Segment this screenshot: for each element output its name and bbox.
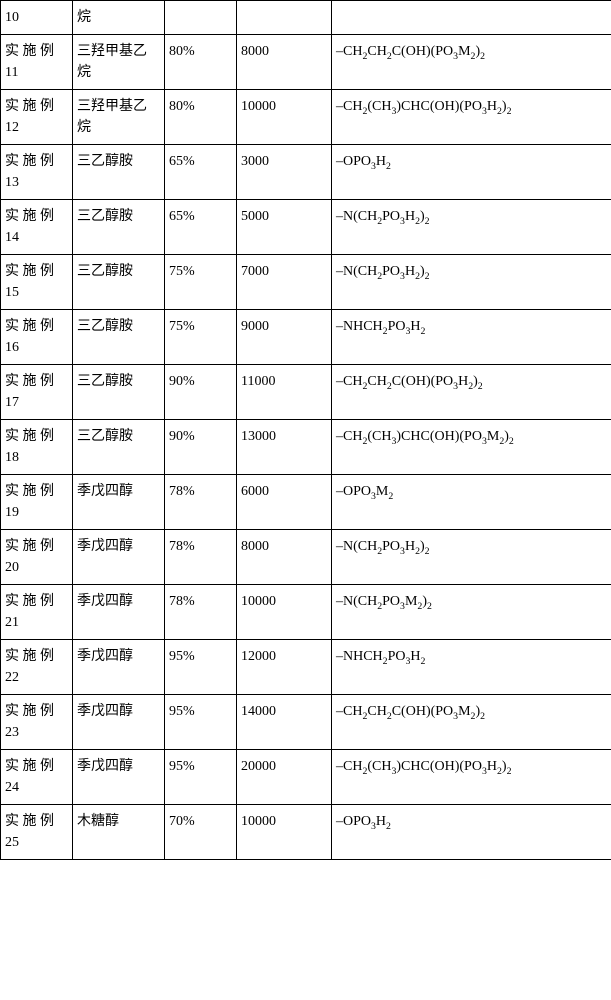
cell-formula: –NHCH2PO3H2 bbox=[332, 640, 611, 695]
cell-value: 10000 bbox=[237, 585, 332, 640]
cell-percentage: 75% bbox=[165, 255, 237, 310]
cell-percentage: 78% bbox=[165, 530, 237, 585]
table-row: 实 施 例20季戊四醇78%8000–N(CH2PO3H2)2 bbox=[1, 530, 611, 585]
data-table: 10烷实 施 例11三羟甲基乙烷80%8000–CH2CH2C(OH)(PO3M… bbox=[0, 0, 611, 860]
cell-example-id: 实 施 例21 bbox=[1, 585, 73, 640]
cell-formula: –N(CH2PO3H2)2 bbox=[332, 530, 611, 585]
table-row: 实 施 例24季戊四醇95%20000–CH2(CH3)CHC(OH)(PO3H… bbox=[1, 750, 611, 805]
cell-formula: –NHCH2PO3H2 bbox=[332, 310, 611, 365]
cell-compound: 三乙醇胺 bbox=[73, 200, 165, 255]
table-row: 实 施 例22季戊四醇95%12000–NHCH2PO3H2 bbox=[1, 640, 611, 695]
cell-percentage: 95% bbox=[165, 640, 237, 695]
table-row: 实 施 例21季戊四醇78%10000–N(CH2PO3M2)2 bbox=[1, 585, 611, 640]
cell-compound: 季戊四醇 bbox=[73, 750, 165, 805]
cell-value: 6000 bbox=[237, 475, 332, 530]
table-row: 实 施 例17三乙醇胺90%11000–CH2CH2C(OH)(PO3H2)2 bbox=[1, 365, 611, 420]
cell-percentage: 65% bbox=[165, 200, 237, 255]
cell-percentage: 70% bbox=[165, 805, 237, 860]
cell-formula: –OPO3H2 bbox=[332, 145, 611, 200]
table-row: 实 施 例11三羟甲基乙烷80%8000–CH2CH2C(OH)(PO3M2)2 bbox=[1, 35, 611, 90]
cell-percentage: 65% bbox=[165, 145, 237, 200]
table-row: 10烷 bbox=[1, 1, 611, 35]
cell-compound: 季戊四醇 bbox=[73, 695, 165, 750]
table-row: 实 施 例23季戊四醇95%14000–CH2CH2C(OH)(PO3M2)2 bbox=[1, 695, 611, 750]
cell-formula: –CH2(CH3)CHC(OH)(PO3H2)2 bbox=[332, 90, 611, 145]
cell-compound: 三乙醇胺 bbox=[73, 420, 165, 475]
cell-compound: 三乙醇胺 bbox=[73, 365, 165, 420]
cell-example-id: 实 施 例24 bbox=[1, 750, 73, 805]
cell-compound: 季戊四醇 bbox=[73, 640, 165, 695]
cell-formula: –N(CH2PO3H2)2 bbox=[332, 255, 611, 310]
cell-formula: –CH2(CH3)CHC(OH)(PO3H2)2 bbox=[332, 750, 611, 805]
cell-percentage: 80% bbox=[165, 90, 237, 145]
cell-percentage: 90% bbox=[165, 365, 237, 420]
cell-percentage: 78% bbox=[165, 475, 237, 530]
cell-formula: –OPO3H2 bbox=[332, 805, 611, 860]
cell-compound: 三乙醇胺 bbox=[73, 145, 165, 200]
cell-example-id: 实 施 例13 bbox=[1, 145, 73, 200]
cell-example-id: 实 施 例15 bbox=[1, 255, 73, 310]
cell-formula: –OPO3M2 bbox=[332, 475, 611, 530]
cell-value: 8000 bbox=[237, 35, 332, 90]
cell-value: 10000 bbox=[237, 805, 332, 860]
cell-example-id: 实 施 例14 bbox=[1, 200, 73, 255]
cell-formula: –N(CH2PO3M2)2 bbox=[332, 585, 611, 640]
cell-formula bbox=[332, 1, 611, 35]
cell-compound: 季戊四醇 bbox=[73, 475, 165, 530]
cell-percentage: 90% bbox=[165, 420, 237, 475]
cell-compound: 三羟甲基乙烷 bbox=[73, 90, 165, 145]
cell-example-id: 实 施 例20 bbox=[1, 530, 73, 585]
cell-value: 20000 bbox=[237, 750, 332, 805]
cell-compound: 三乙醇胺 bbox=[73, 255, 165, 310]
cell-compound: 三乙醇胺 bbox=[73, 310, 165, 365]
table-row: 实 施 例13三乙醇胺65%3000–OPO3H2 bbox=[1, 145, 611, 200]
cell-formula: –CH2CH2C(OH)(PO3M2)2 bbox=[332, 695, 611, 750]
table-row: 实 施 例18三乙醇胺90%13000–CH2(CH3)CHC(OH)(PO3M… bbox=[1, 420, 611, 475]
cell-percentage: 75% bbox=[165, 310, 237, 365]
cell-compound: 三羟甲基乙烷 bbox=[73, 35, 165, 90]
cell-example-id: 实 施 例22 bbox=[1, 640, 73, 695]
cell-value: 12000 bbox=[237, 640, 332, 695]
cell-example-id: 实 施 例19 bbox=[1, 475, 73, 530]
cell-percentage: 80% bbox=[165, 35, 237, 90]
cell-percentage: 78% bbox=[165, 585, 237, 640]
table-row: 实 施 例25木糖醇70%10000–OPO3H2 bbox=[1, 805, 611, 860]
cell-compound: 木糖醇 bbox=[73, 805, 165, 860]
cell-value: 9000 bbox=[237, 310, 332, 365]
cell-example-id: 实 施 例18 bbox=[1, 420, 73, 475]
cell-percentage bbox=[165, 1, 237, 35]
cell-example-id: 实 施 例16 bbox=[1, 310, 73, 365]
table-row: 实 施 例16三乙醇胺75%9000–NHCH2PO3H2 bbox=[1, 310, 611, 365]
cell-percentage: 95% bbox=[165, 695, 237, 750]
cell-compound: 季戊四醇 bbox=[73, 530, 165, 585]
cell-formula: –N(CH2PO3H2)2 bbox=[332, 200, 611, 255]
table-row: 实 施 例19季戊四醇78%6000–OPO3M2 bbox=[1, 475, 611, 530]
cell-value bbox=[237, 1, 332, 35]
cell-example-id: 实 施 例12 bbox=[1, 90, 73, 145]
cell-value: 3000 bbox=[237, 145, 332, 200]
table-row: 实 施 例15三乙醇胺75%7000–N(CH2PO3H2)2 bbox=[1, 255, 611, 310]
cell-compound: 季戊四醇 bbox=[73, 585, 165, 640]
cell-value: 14000 bbox=[237, 695, 332, 750]
cell-example-id: 实 施 例17 bbox=[1, 365, 73, 420]
cell-example-id: 实 施 例23 bbox=[1, 695, 73, 750]
cell-example-id: 实 施 例11 bbox=[1, 35, 73, 90]
cell-formula: –CH2CH2C(OH)(PO3M2)2 bbox=[332, 35, 611, 90]
cell-value: 7000 bbox=[237, 255, 332, 310]
table-row: 实 施 例14三乙醇胺65%5000–N(CH2PO3H2)2 bbox=[1, 200, 611, 255]
cell-value: 10000 bbox=[237, 90, 332, 145]
cell-formula: –CH2(CH3)CHC(OH)(PO3M2)2 bbox=[332, 420, 611, 475]
cell-value: 13000 bbox=[237, 420, 332, 475]
cell-compound: 烷 bbox=[73, 1, 165, 35]
table-row: 实 施 例12三羟甲基乙烷80%10000–CH2(CH3)CHC(OH)(PO… bbox=[1, 90, 611, 145]
cell-value: 8000 bbox=[237, 530, 332, 585]
cell-percentage: 95% bbox=[165, 750, 237, 805]
table-body: 10烷实 施 例11三羟甲基乙烷80%8000–CH2CH2C(OH)(PO3M… bbox=[1, 1, 611, 860]
cell-formula: –CH2CH2C(OH)(PO3H2)2 bbox=[332, 365, 611, 420]
cell-example-id: 10 bbox=[1, 1, 73, 35]
cell-value: 5000 bbox=[237, 200, 332, 255]
cell-value: 11000 bbox=[237, 365, 332, 420]
cell-example-id: 实 施 例25 bbox=[1, 805, 73, 860]
